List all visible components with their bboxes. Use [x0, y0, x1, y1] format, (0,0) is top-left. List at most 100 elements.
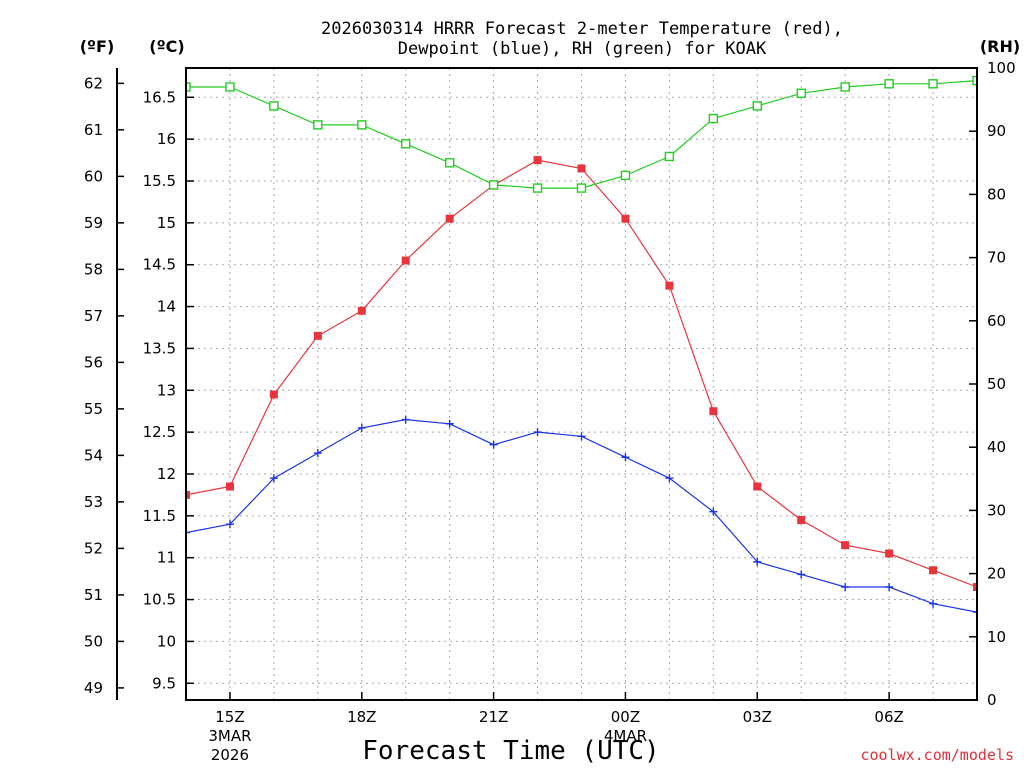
temperature-point	[797, 516, 806, 525]
rh-point	[708, 113, 719, 124]
celsius-tick-label: 12	[157, 465, 176, 483]
x-tick-label: 00Z	[611, 708, 640, 726]
fahrenheit-tick-label: 49	[84, 679, 103, 697]
fahrenheit-tick-label: 54	[84, 446, 103, 464]
rh-point	[532, 183, 543, 193]
rh-point	[840, 82, 850, 92]
chart-title-line-2: Dewpoint (blue), RH (green) for KOAK	[398, 39, 767, 59]
rh-tick-label: 80	[987, 185, 1006, 203]
temperature-point	[753, 482, 762, 491]
temperature-point	[841, 541, 850, 550]
temperature-point	[445, 214, 454, 223]
temperature-point	[357, 306, 366, 315]
temperature-point	[225, 482, 234, 491]
fahrenheit-tick-label: 50	[84, 632, 103, 650]
rh-tick-label: 10	[987, 628, 1006, 646]
celsius-tick-label: 14.5	[143, 256, 176, 274]
dewpoint-point	[225, 520, 234, 529]
x-tick-year-label: 2026	[211, 746, 249, 764]
dewpoint-point	[401, 415, 410, 424]
rh-tick-label: 100	[987, 59, 1016, 77]
rh-point	[401, 139, 411, 149]
dewpoint-point	[709, 507, 718, 516]
rh-unit-label: (RH)	[980, 37, 1020, 56]
dewpoint-point	[621, 453, 630, 462]
rh-tick-label: 50	[987, 375, 1006, 393]
x-tick-date-label: 3MAR	[208, 727, 251, 745]
x-tick-label: 15Z	[215, 708, 244, 726]
rh-point	[664, 151, 675, 162]
rh-tick-label: 20	[987, 565, 1006, 583]
dewpoint-point	[797, 570, 806, 579]
data-series	[186, 75, 977, 617]
temperature-point	[533, 156, 542, 165]
fahrenheit-tick-label: 59	[84, 214, 103, 232]
rh-point	[972, 75, 977, 86]
dewpoint-point	[753, 557, 762, 566]
temperature-point	[186, 490, 190, 499]
rh-tick-label: 40	[987, 438, 1006, 456]
x-tick-label: 03Z	[743, 708, 772, 726]
axes: 49 50 51 52 53 54 55 56 57 58 59 60 61 62 9.5 10 10.5 11 1…	[84, 59, 1016, 764]
x-axis-label: Forecast Time (UTC)	[362, 736, 659, 766]
rh-tick-label: 60	[987, 312, 1006, 330]
celsius-tick-label: 15.5	[143, 172, 176, 190]
fahrenheit-tick-label: 60	[84, 167, 103, 185]
celsius-tick-label: 16.5	[143, 88, 176, 106]
rh-tick-label: 90	[987, 122, 1006, 140]
x-tick-label: 18Z	[347, 708, 376, 726]
fahrenheit-tick-label: 57	[84, 307, 103, 325]
rh-point	[796, 88, 806, 98]
rh-point	[488, 180, 499, 190]
rh-point	[752, 101, 762, 111]
rh-point	[576, 183, 587, 193]
dewpoint-point	[533, 428, 542, 437]
fahrenheit-tick-label: 56	[84, 353, 103, 371]
rh-point	[884, 79, 894, 89]
x-tick-date-label: 4MAR	[604, 727, 647, 745]
dewpoint-point	[973, 608, 977, 617]
grid-lines	[186, 68, 977, 700]
rh-point	[313, 120, 323, 130]
dewpoint-point	[313, 449, 322, 458]
dewpoint-point	[269, 474, 278, 483]
temperature-point	[973, 582, 977, 591]
celsius-tick-label: 14	[157, 298, 176, 316]
rh-point	[444, 158, 455, 168]
dewpoint-point	[186, 528, 190, 537]
temperature-point	[401, 256, 410, 265]
temperature-point	[665, 281, 674, 290]
dewpoint-point	[489, 440, 498, 449]
x-tick-label: 06Z	[874, 708, 903, 726]
celsius-tick-label: 9.5	[152, 674, 176, 692]
rh-point	[269, 101, 279, 111]
dewpoint-point	[665, 474, 674, 483]
fahrenheit-tick-label: 58	[84, 260, 103, 278]
temperature-point	[885, 549, 894, 558]
celsius-tick-label: 11	[157, 549, 176, 567]
celsius-tick-label: 13	[157, 381, 176, 399]
fahrenheit-tick-label: 61	[84, 121, 103, 139]
temperature-point	[269, 390, 278, 399]
rh-tick-label: 70	[987, 249, 1006, 267]
fahrenheit-tick-label: 62	[84, 74, 103, 92]
x-tick-label: 21Z	[479, 708, 508, 726]
fahrenheit-unit-label: (ºF)	[80, 37, 115, 56]
credit-label: coolwx.com/models	[860, 746, 1014, 764]
temperature-point	[621, 214, 630, 223]
celsius-unit-label: (ºC)	[149, 37, 184, 56]
temperature-point	[313, 331, 322, 340]
rh-point	[186, 82, 191, 92]
dewpoint-point	[577, 432, 586, 441]
rh-point	[928, 79, 938, 89]
fahrenheit-tick-label: 53	[84, 493, 103, 511]
dewpoint-point	[357, 423, 366, 432]
temperature-point	[577, 164, 586, 173]
celsius-tick-label: 10.5	[143, 591, 176, 609]
dewpoint-point	[929, 599, 938, 608]
celsius-tick-label: 11.5	[143, 507, 176, 525]
celsius-tick-label: 16	[157, 130, 176, 148]
dewpoint-point	[885, 582, 894, 591]
rh-point	[357, 120, 367, 130]
